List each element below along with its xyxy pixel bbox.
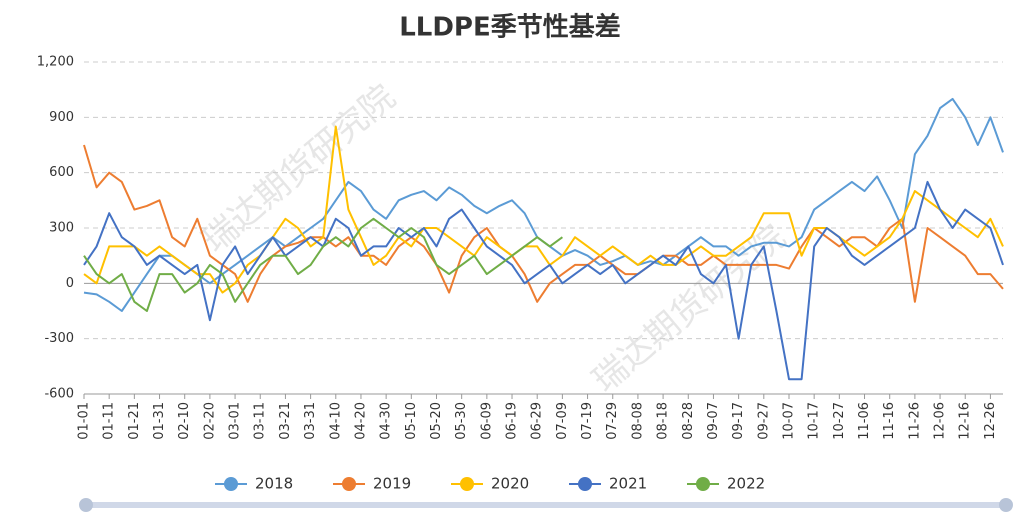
x-tick-label: 10-07 [781,402,796,440]
x-tick-label: 08-28 [681,402,696,440]
x-tick-label: 01-31 [152,402,167,440]
legend-item[interactable]: 2022 [687,475,765,493]
y-tick-label: 1,200 [37,55,74,70]
x-tick-label: 05-30 [454,402,469,440]
y-tick-label: 0 [66,276,74,291]
x-tick-label: 02-10 [177,402,192,440]
x-tick-label: 09-07 [706,402,721,440]
x-tick-label: 03-01 [228,402,243,440]
x-tick-label: 04-20 [353,402,368,440]
series-line [83,97,1004,312]
x-tick-label: 12-16 [958,402,973,440]
x-tick-label: 06-29 [530,402,545,440]
legend-marker [342,477,356,491]
legend-label: 2021 [609,475,647,493]
watermark: 瑞达期货研究院 [195,77,403,261]
legend-item[interactable]: 2021 [569,475,647,493]
x-tick-label: 07-19 [580,402,595,440]
legend-item[interactable]: 2020 [451,475,529,493]
y-tick-label: -600 [44,387,74,402]
x-tick-label: 03-31 [303,402,318,440]
y-tick-label: 900 [49,110,74,125]
x-tick-label: 05-10 [404,402,419,440]
x-tick-label: 02-20 [202,402,217,440]
x-tick-label: 05-20 [429,402,444,440]
x-tick-label: 12-06 [933,402,948,440]
legend-item[interactable]: 2018 [215,475,293,493]
x-tick-label: 06-19 [505,402,520,440]
x-tick-label: 04-10 [328,402,343,440]
legend-marker [460,477,474,491]
x-tick-label: 11-06 [857,402,872,440]
scroll-handle[interactable] [79,498,93,512]
x-tick-label: 09-27 [756,402,771,440]
legend-label: 2018 [255,475,293,493]
x-tick-label: 10-17 [807,402,822,440]
x-tick-label: 07-29 [605,402,620,440]
x-tick-label: 01-11 [102,402,117,440]
scroll-handle[interactable] [999,498,1013,512]
chart-title: LLDPE季节性基差 [399,12,621,43]
x-tick-label: 01-01 [77,402,92,440]
x-tick-label: 08-18 [656,402,671,440]
legend-label: 2022 [727,475,765,493]
legend-item[interactable]: 2019 [333,475,411,493]
legend-marker [696,477,710,491]
x-tick-label: 08-08 [630,402,645,440]
x-tick-label: 09-17 [731,402,746,440]
x-tick-label: 04-30 [379,402,394,440]
series-line [83,125,1004,294]
legend-marker [578,477,592,491]
x-tick-label: 06-09 [479,402,494,440]
y-tick-label: 600 [49,165,74,180]
scrollbar[interactable] [82,502,1010,508]
x-tick-label: 01-21 [127,402,142,440]
x-tick-label: 03-21 [278,402,293,440]
x-tick-label: 11-16 [882,402,897,440]
x-tick-label: 11-26 [907,402,922,440]
legend-label: 2019 [373,475,411,493]
y-tick-label: -300 [44,331,74,346]
y-tick-label: 300 [49,221,74,236]
x-tick-label: 07-09 [555,402,570,440]
series-line [83,217,563,312]
series-line [83,180,1004,381]
legend-label: 2020 [491,475,529,493]
watermark: 瑞达期货研究院 [585,217,793,401]
legend-marker [224,477,238,491]
x-tick-label: 12-26 [983,402,998,440]
x-tick-label: 03-11 [253,402,268,440]
x-tick-label: 10-27 [832,402,847,440]
